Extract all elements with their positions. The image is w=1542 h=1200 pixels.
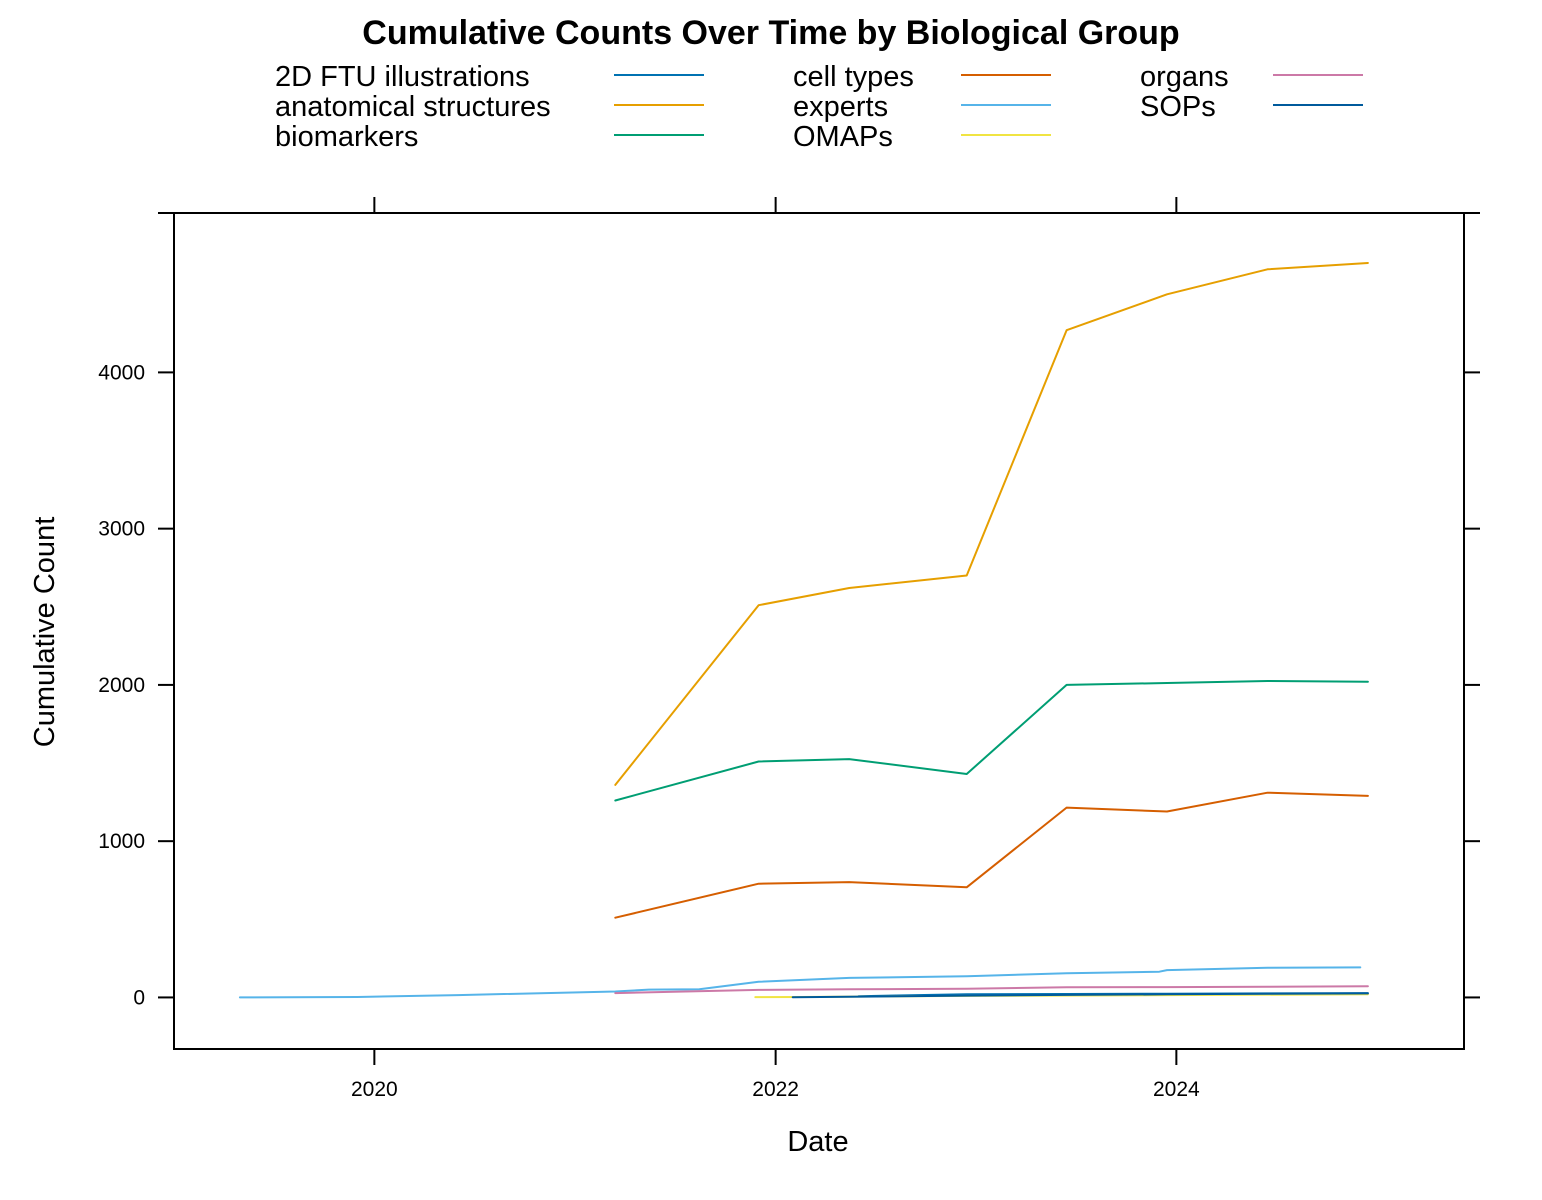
legend-label-biomarkers: biomarkers	[275, 121, 418, 153]
y-tick-label-1000: 1000	[98, 830, 145, 853]
legend-label-experts: experts	[793, 91, 888, 123]
chart-title: Cumulative Counts Over Time by Biologica…	[362, 14, 1179, 52]
series-line-biomarkers	[614, 680, 1369, 802]
y-tick-label-2000: 2000	[98, 674, 145, 697]
y-tick-label-4000: 4000	[98, 361, 145, 384]
axes: 2020 2022 2024 0 1000 2000 3000 4000	[98, 197, 1480, 1101]
y-axis-label: Cumulative Count	[29, 517, 61, 748]
x-tick-label-2022: 2022	[752, 1078, 799, 1101]
series-line-cell-types	[614, 791, 1369, 919]
x-axis-label: Date	[787, 1126, 848, 1158]
legend-label-cell-types: cell types	[793, 61, 914, 93]
legend-label-sops: SOPs	[1140, 91, 1216, 123]
series-line-experts	[238, 966, 1362, 999]
legend-label-anatomical-structures: anatomical structures	[275, 91, 551, 123]
plot-frame	[173, 212, 1465, 1050]
y-tick-label-3000: 3000	[98, 518, 145, 541]
series-line-sops	[791, 992, 1369, 999]
x-tick-label-2020: 2020	[351, 1078, 398, 1101]
y-tick-label-0: 0	[133, 986, 145, 1009]
legend-label-2d-ftu-illustrations: 2D FTU illustrations	[275, 61, 530, 93]
legend-label-organs: organs	[1140, 61, 1229, 93]
series-line-organs	[614, 985, 1369, 995]
legend-label-omaps: OMAPs	[793, 121, 893, 153]
x-tick-label-2024: 2024	[1153, 1078, 1200, 1101]
series-line-anatomical-structures	[614, 262, 1369, 786]
plot-lines	[238, 262, 1369, 999]
